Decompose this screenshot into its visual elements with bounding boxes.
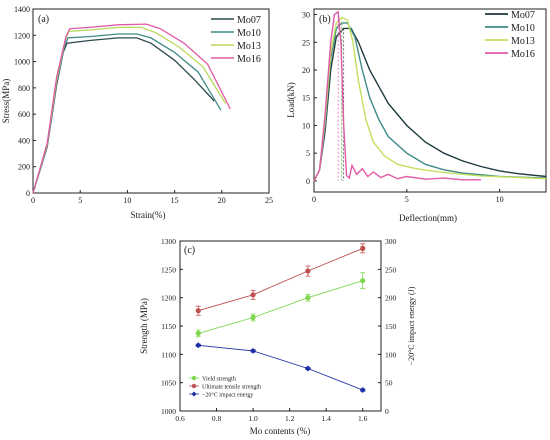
panel-c-xlabel: Mo contents (%) bbox=[250, 426, 311, 436]
panel-c-point-ultimate-tensile-strength bbox=[305, 268, 311, 274]
panel-a-legend-label: Mo13 bbox=[237, 41, 261, 52]
panel-c-y-tick-label-right: 300 bbox=[385, 237, 397, 246]
panel-a-xlabel: Strain(%) bbox=[131, 210, 166, 220]
panel-b-y-tick-label: 10 bbox=[302, 121, 310, 130]
panel-b-plot-frame bbox=[313, 8, 547, 193]
panel-c-y-tick-label-right: 200 bbox=[385, 294, 397, 303]
panel-c-x-tick-label: 1.0 bbox=[248, 414, 258, 423]
panel-c-x-tick-label: 0.8 bbox=[212, 414, 222, 423]
panel-b-label: (b) bbox=[319, 14, 331, 25]
panel-a-label: (a) bbox=[38, 14, 49, 25]
panel-c-legend-marker bbox=[191, 383, 197, 389]
panel-c-y-tick-label-left: 1100 bbox=[161, 350, 176, 359]
panel-a-y-tick-label: 1400 bbox=[14, 5, 30, 14]
panel-b-y-tick-label: 0 bbox=[306, 177, 310, 186]
panel-c-point-yield-strength bbox=[195, 330, 201, 336]
panel-c-y-tick-label-right: 0 bbox=[385, 407, 389, 416]
panel-c-point-ultimate-tensile-strength bbox=[195, 308, 201, 314]
panel-c-y-tick-label-left: 1050 bbox=[161, 379, 176, 388]
panel-a-y-tick-label: 0 bbox=[26, 189, 30, 198]
panel-b-y-tick-label: 20 bbox=[302, 66, 310, 75]
panel-c-legend-label: Ultimate tensile strength bbox=[202, 385, 261, 391]
panel-c-x-tick-label: 1.4 bbox=[321, 414, 331, 423]
panel-a-x-tick-label: 15 bbox=[171, 196, 179, 205]
panel-b-series-mo16-line bbox=[313, 10, 481, 182]
panel-a-legend-label: Mo10 bbox=[237, 28, 261, 39]
panel-c-mo-content: (c) Mo contents (%) Strength (MPa) −20°C… bbox=[139, 237, 416, 436]
panel-c-legend-label: −20°C impact energy bbox=[202, 392, 253, 399]
panel-c-point-20-c-impact-energy bbox=[195, 342, 202, 349]
panel-a-y-tick-label: 1200 bbox=[14, 31, 30, 40]
panel-a-ylabel: Stress(MPa) bbox=[1, 79, 11, 124]
panel-c-x-tick-label: 1.2 bbox=[285, 414, 295, 423]
panel-c-y-tick-label-left: 1150 bbox=[161, 322, 176, 331]
panel-a-y-tick-label: 1000 bbox=[14, 58, 30, 67]
panel-c-y-tick-label-right: 150 bbox=[385, 322, 397, 331]
panel-a-series-mo16-line bbox=[32, 23, 231, 194]
panel-b-load-deflection: (b) Deflection(mm) Load(kN) 0 5 10 0 5 10 15 20… bbox=[286, 8, 547, 223]
panel-a-stress-strain: (a) Strain(%) Stress(MPa) 0 5 10 15 20 25 0 200… bbox=[1, 5, 273, 220]
panel-a-y-tick-label: 400 bbox=[18, 136, 30, 145]
panel-c-y-tick-label-right: 100 bbox=[385, 350, 397, 359]
panel-c-y-tick-label-left: 1250 bbox=[161, 265, 176, 274]
panel-b-y-tick-label: 5 bbox=[306, 149, 310, 158]
panel-c-point-20-c-impact-energy bbox=[359, 387, 366, 394]
panel-a-x-tick-label: 20 bbox=[218, 196, 226, 205]
panel-c-x-tick-label: 0.6 bbox=[175, 414, 185, 423]
panel-c-ylabel-left: Strength (MPa) bbox=[139, 298, 149, 354]
panel-c-point-yield-strength bbox=[305, 295, 311, 301]
panel-b-legend-label: Mo16 bbox=[511, 49, 535, 60]
panel-b-xlabel: Deflection(mm) bbox=[399, 213, 457, 223]
panel-a-x-tick-label: 0 bbox=[31, 196, 35, 205]
panel-c-point-ultimate-tensile-strength bbox=[360, 245, 366, 251]
panel-c-label: (c) bbox=[184, 245, 195, 256]
panel-b-series-mo07-line bbox=[313, 27, 547, 182]
panel-a-y-tick-label: 800 bbox=[18, 84, 30, 93]
panel-b-x-tick-label: 0 bbox=[312, 195, 316, 204]
panel-b-legend-label: Mo10 bbox=[511, 23, 535, 34]
panel-a-legend-label: Mo16 bbox=[237, 54, 261, 65]
panel-b-series-mo13-line bbox=[313, 16, 547, 182]
panel-c-point-yield-strength bbox=[360, 278, 366, 284]
panel-c-series-yield-strength-line bbox=[198, 280, 363, 334]
panel-b-x-tick-label: 10 bbox=[496, 195, 504, 204]
panel-c-y-tick-label-left: 1000 bbox=[161, 407, 176, 416]
panel-c-legend-label: Yield strength bbox=[202, 377, 236, 383]
panel-b-legend-label: Mo07 bbox=[511, 10, 535, 21]
panel-c-point-yield-strength bbox=[250, 314, 256, 321]
panel-a-y-tick-label: 200 bbox=[18, 163, 30, 172]
panel-a-plot-frame bbox=[32, 8, 270, 194]
panel-c-legend-marker bbox=[191, 375, 197, 381]
panel-c-x-tick-label: 1.6 bbox=[358, 414, 368, 423]
panel-b-y-tick-label: 30 bbox=[302, 11, 310, 20]
panel-b-x-tick-label: 5 bbox=[405, 195, 409, 204]
panel-a-y-tick-label: 600 bbox=[18, 110, 30, 119]
panel-c-y-tick-label-right: 50 bbox=[385, 379, 393, 388]
panel-c-legend-marker bbox=[191, 391, 197, 397]
panel-b-y-tick-label: 15 bbox=[302, 94, 310, 103]
panel-a-x-tick-label: 10 bbox=[123, 196, 131, 205]
panel-b-legend-label: Mo13 bbox=[511, 36, 535, 47]
panel-a-legend-label: Mo07 bbox=[237, 15, 261, 26]
panel-a-x-tick-label: 5 bbox=[78, 196, 82, 205]
panel-c-point-20-c-impact-energy bbox=[250, 347, 257, 354]
panel-c-y-tick-label-right: 250 bbox=[385, 265, 397, 274]
panel-c-series-20-c-impact-energy-line bbox=[198, 344, 363, 391]
panel-a-x-tick-label: 25 bbox=[265, 196, 273, 205]
panel-c-series-ultimate-tensile-strength-line bbox=[198, 247, 363, 312]
panel-c-y-tick-label-left: 1300 bbox=[161, 237, 176, 246]
panel-c-ylabel-right: −20°C impact energy (J) bbox=[407, 286, 416, 365]
panel-c-point-20-c-impact-energy bbox=[304, 365, 311, 372]
panel-c-point-ultimate-tensile-strength bbox=[250, 292, 256, 298]
panel-b-ylabel: Load(kN) bbox=[286, 82, 296, 118]
panel-c-y-tick-label-left: 1200 bbox=[161, 294, 176, 303]
panel-b-y-tick-label: 25 bbox=[302, 38, 310, 47]
